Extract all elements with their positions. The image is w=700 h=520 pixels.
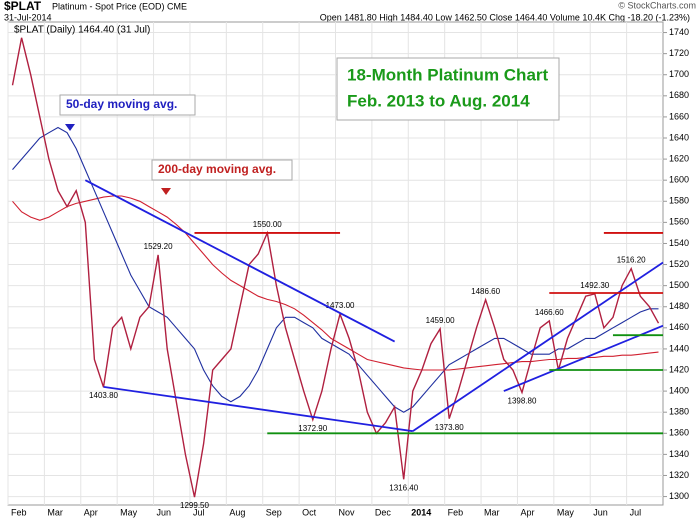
date: 31-Jul-2014: [4, 12, 52, 22]
title-box: [336, 57, 560, 121]
x-tick-label: Mar: [47, 507, 63, 517]
x-tick-label: Nov: [339, 507, 356, 517]
symbol: $PLAT: [4, 0, 42, 13]
x-tick-label: Jun: [157, 507, 172, 517]
trend-line: [84, 179, 396, 343]
arrow: [65, 116, 75, 131]
x-tick-label: Sep: [266, 507, 282, 517]
y-tick-label: 1400: [669, 385, 689, 395]
y-tick-label: 1580: [669, 196, 689, 206]
data-label: 1459.00: [426, 316, 455, 325]
y-tick-label: 1520: [669, 259, 689, 269]
x-tick-label: Jul: [193, 507, 205, 517]
y-tick-label: 1700: [669, 69, 689, 79]
data-label: 1550.00: [253, 220, 282, 229]
y-tick-label: 1660: [669, 111, 689, 121]
chart-subtitle: Feb. 2013 to Aug. 2014: [347, 91, 530, 110]
plot: 1300 1320 1340 1360 1380 1400 1420 1440 1460 1480…: [7, 22, 689, 517]
x-tick-label: 2014: [411, 507, 431, 517]
data-label: 1466.60: [535, 308, 564, 317]
y-tick-label: 1500: [669, 280, 689, 290]
credit: © StockCharts.com: [618, 0, 696, 10]
annotation-box: [151, 159, 293, 181]
x-tick-label: Jul: [630, 507, 642, 517]
chart-title: 18-Month Platinum Chart: [347, 65, 549, 84]
data-label: 1403.80: [89, 391, 118, 400]
trend-line: [103, 385, 413, 433]
x-tick-label: Apr: [84, 507, 98, 517]
x-tick-label: Oct: [302, 507, 317, 517]
y-tick-label: 1300: [669, 491, 689, 501]
data-label: 1299.50: [180, 501, 209, 510]
arrow: [161, 181, 171, 195]
x-tick-label: May: [120, 507, 138, 517]
x-tick-label: May: [557, 507, 575, 517]
y-tick-label: 1380: [669, 407, 689, 417]
trend-line: [412, 261, 664, 432]
y-tick-label: 1680: [669, 90, 689, 100]
instrument-name: Platinum - Spot Price (EOD) CME: [52, 1, 187, 11]
y-tick-label: 1540: [669, 238, 689, 248]
annotation: 50-day moving avg.: [66, 97, 177, 111]
y-tick-label: 1480: [669, 301, 689, 311]
data-label: 1529.20: [144, 242, 173, 251]
data-label: 1372.90: [298, 424, 327, 433]
legend-text: $PLAT (Daily) 1464.40 (31 Jul): [14, 25, 150, 36]
x-tick-label: Dec: [375, 507, 392, 517]
y-tick-label: 1360: [669, 428, 689, 438]
x-tick-label: Feb: [448, 507, 464, 517]
data-label: 1316.40: [389, 483, 418, 492]
x-tick-label: Mar: [484, 507, 500, 517]
data-label: 1398.80: [508, 396, 537, 405]
y-tick-label: 1620: [669, 153, 689, 163]
x-tick-label: Aug: [229, 507, 245, 517]
trend-line: [503, 324, 664, 392]
data-label: 1486.60: [471, 287, 500, 296]
series-line: [12, 126, 659, 413]
x-tick-label: Feb: [11, 507, 27, 517]
data-label: 1473.00: [326, 301, 355, 310]
y-tick-label: 1720: [669, 48, 689, 58]
data-label: 1516.20: [617, 256, 646, 265]
y-tick-label: 1740: [669, 27, 689, 37]
y-tick-label: 1340: [669, 449, 689, 459]
y-tick-label: 1560: [669, 217, 689, 227]
x-tick-label: Apr: [520, 507, 534, 517]
data-label: 1373.80: [435, 423, 464, 432]
y-tick-label: 1640: [669, 132, 689, 142]
quote: Open 1481.80 High 1484.40 Low 1462.50 Cl…: [320, 12, 690, 22]
annotation-box: [59, 94, 196, 116]
annotation: 200-day moving avg.: [158, 162, 276, 176]
data-label: 1492.30: [580, 281, 609, 290]
series-line: [11, 37, 660, 498]
x-tick-label: Jun: [593, 507, 608, 517]
y-tick-label: 1440: [669, 343, 689, 353]
y-tick-label: 1420: [669, 364, 689, 374]
y-tick-label: 1320: [669, 470, 689, 480]
y-tick-label: 1600: [669, 175, 689, 185]
series-line: [12, 195, 659, 371]
y-tick-label: 1460: [669, 322, 689, 332]
